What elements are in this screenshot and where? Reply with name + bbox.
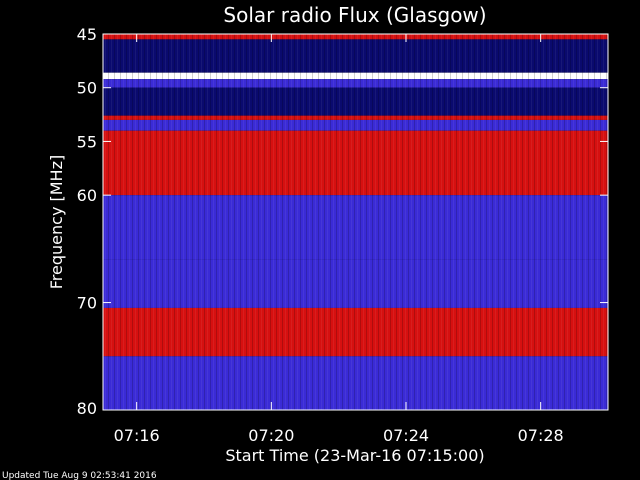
y-tick-label: 45 xyxy=(77,25,97,44)
y-axis: 45 50 55 60 70 80 xyxy=(77,25,608,418)
x-tick-label: 07:24 xyxy=(383,426,429,445)
x-axis: 07:16 07:20 07:24 07:28 xyxy=(114,34,564,445)
y-tick-label: 70 xyxy=(77,294,97,313)
texture-overlay xyxy=(103,34,608,410)
x-tick-label: 07:28 xyxy=(518,426,564,445)
chart-title: Solar radio Flux (Glasgow) xyxy=(223,3,486,27)
y-axis-label: Frequency [MHz] xyxy=(47,155,66,289)
y-tick-label: 50 xyxy=(77,79,97,98)
x-tick-label: 07:16 xyxy=(114,426,160,445)
x-axis-label: Start Time (23-Mar-16 07:15:00) xyxy=(225,446,484,465)
x-tick-label: 07:20 xyxy=(248,426,294,445)
y-tick-label: 80 xyxy=(77,399,97,418)
y-tick-label: 55 xyxy=(77,132,97,151)
updated-timestamp: Updated Tue Aug 9 02:53:41 2016 xyxy=(2,471,157,480)
y-tick-label: 60 xyxy=(77,186,97,205)
plot-frame xyxy=(102,33,609,411)
